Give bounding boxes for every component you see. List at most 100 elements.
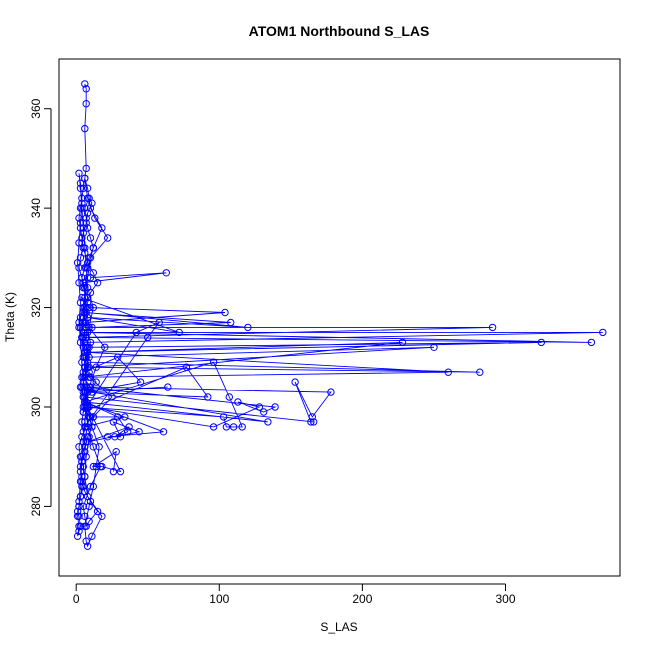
- data-point: [85, 363, 93, 371]
- data-point: [79, 373, 88, 381]
- x-tick-label: 200: [352, 592, 372, 606]
- data-series: [73, 80, 607, 550]
- data-point: [78, 472, 86, 481]
- data-point: [116, 467, 125, 476]
- data-point: [93, 279, 102, 287]
- data-point: [73, 512, 82, 520]
- data-point: [159, 428, 168, 436]
- data-point: [124, 428, 132, 436]
- data-point: [81, 363, 89, 371]
- data-point: [260, 408, 268, 416]
- data-point: [78, 293, 86, 302]
- data-point: [204, 393, 212, 401]
- data-point: [86, 373, 95, 381]
- data-point: [175, 328, 183, 337]
- data-point: [164, 383, 172, 391]
- data-point: [78, 433, 86, 441]
- data-point: [81, 174, 89, 183]
- series-2: [78, 269, 607, 476]
- data-point: [95, 443, 103, 451]
- data-point: [82, 264, 90, 272]
- data-point: [238, 423, 246, 431]
- data-point: [83, 284, 92, 292]
- data-point: [136, 378, 145, 386]
- data-point: [83, 542, 92, 550]
- data-point: [271, 403, 279, 411]
- y-axis-label: Theta (K): [3, 292, 17, 342]
- data-point: [86, 274, 95, 282]
- data-point: [81, 383, 89, 391]
- data-point: [83, 348, 92, 356]
- data-point: [86, 482, 95, 491]
- data-point: [114, 413, 122, 421]
- data-point: [488, 323, 497, 332]
- data-point: [222, 423, 231, 431]
- data-point: [86, 254, 95, 262]
- data-point: [83, 224, 92, 232]
- data-point: [587, 338, 596, 347]
- data-point: [76, 462, 85, 471]
- data-point: [98, 224, 106, 232]
- data-point: [116, 433, 125, 441]
- data-point: [82, 100, 90, 108]
- data-point: [98, 512, 106, 520]
- data-point: [76, 298, 85, 307]
- y-tick-label: 300: [29, 397, 43, 417]
- data-point: [83, 438, 92, 446]
- data-point: [291, 378, 299, 386]
- data-point: [78, 458, 86, 466]
- data-point: [76, 179, 85, 188]
- data-point: [93, 507, 102, 516]
- data-point: [81, 512, 89, 520]
- data-point: [75, 214, 83, 222]
- data-point: [75, 502, 83, 511]
- data-point: [81, 284, 89, 292]
- data-point: [104, 234, 112, 242]
- data-point: [75, 443, 83, 451]
- data-point: [227, 318, 235, 327]
- data-point: [444, 368, 452, 376]
- data-point: [83, 313, 92, 322]
- data-point: [86, 204, 95, 212]
- data-point: [89, 443, 98, 451]
- data-point: [81, 472, 89, 481]
- plot-frame: [58, 58, 621, 577]
- data-point: [75, 318, 83, 327]
- data-point: [86, 383, 95, 391]
- data-point: [79, 229, 88, 237]
- data-point: [91, 214, 99, 222]
- data-point: [81, 522, 89, 530]
- y-tick-label: 280: [29, 496, 43, 516]
- data-point: [79, 308, 88, 317]
- data-point: [79, 408, 88, 416]
- y-axis: 280 300 320 340 360: [29, 98, 52, 516]
- data-point: [132, 328, 141, 337]
- data-point: [88, 323, 96, 332]
- data-point: [476, 368, 484, 376]
- data-point: [125, 423, 133, 431]
- data-point: [79, 368, 88, 376]
- data-point: [135, 428, 143, 436]
- chart-title: ATOM1 Northbound S_LAS: [249, 23, 430, 39]
- data-point: [73, 532, 82, 540]
- data-point: [81, 80, 89, 88]
- data-point: [109, 418, 118, 426]
- x-axis-label: S_LAS: [320, 620, 357, 634]
- data-point: [88, 199, 96, 207]
- data-point: [81, 423, 89, 431]
- data-point: [308, 413, 316, 421]
- data-point: [89, 482, 98, 491]
- data-point: [398, 338, 407, 347]
- data-point: [76, 184, 85, 193]
- y-tick-label: 340: [29, 198, 43, 218]
- data-point: [85, 502, 93, 511]
- data-point: [75, 497, 83, 506]
- data-point: [307, 418, 315, 426]
- data-point: [75, 169, 83, 178]
- data-point: [76, 467, 85, 476]
- data-point: [327, 388, 335, 396]
- data-point: [83, 194, 92, 202]
- data-point: [78, 199, 86, 207]
- y-tick-label: 360: [29, 98, 43, 118]
- data-point: [221, 308, 229, 317]
